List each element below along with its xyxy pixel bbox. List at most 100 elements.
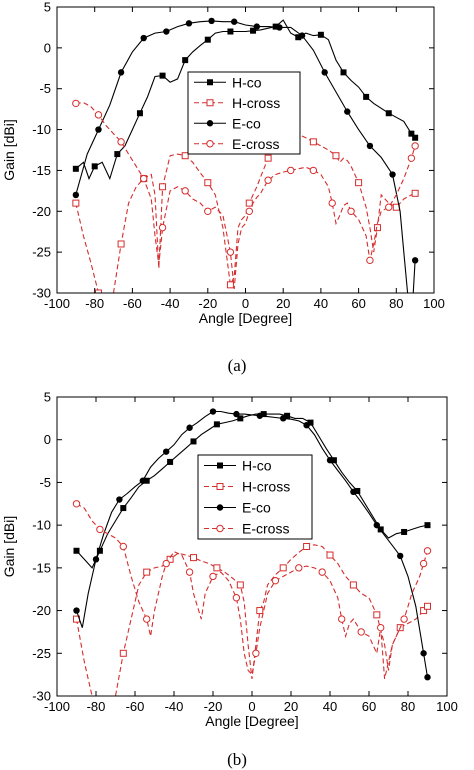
data-point bbox=[159, 183, 167, 191]
legend-marker bbox=[216, 483, 224, 490]
chart-panel-b: -100 -80 -60 -40 -20 0 20 40 60 80 100 5 0 -5 -10 -15 -2… bbox=[0, 384, 474, 770]
data-point bbox=[366, 142, 374, 150]
data-point bbox=[208, 17, 215, 25]
data-point bbox=[350, 488, 357, 496]
data-point bbox=[139, 477, 146, 484]
data-point bbox=[411, 257, 419, 264]
legend-label: E-cross bbox=[242, 521, 289, 537]
x-tick-label: 20 bbox=[276, 296, 290, 311]
data-point bbox=[119, 542, 128, 551]
data-point bbox=[72, 99, 80, 108]
legend-item-e-cross: E-cross bbox=[204, 521, 289, 537]
data-point bbox=[411, 189, 419, 197]
y-tick-label: 0 bbox=[44, 40, 51, 55]
x-tick-label: 60 bbox=[362, 699, 376, 714]
y-tick-label: -30 bbox=[32, 689, 51, 704]
data-point bbox=[309, 138, 317, 146]
data-point bbox=[181, 187, 189, 195]
data-point bbox=[401, 528, 408, 535]
legend-label: H-cross bbox=[232, 95, 280, 111]
data-point bbox=[117, 240, 125, 248]
data-point bbox=[330, 457, 337, 464]
series-line-e-co bbox=[75, 410, 429, 678]
y-tick-label: -5 bbox=[39, 81, 51, 96]
data-point bbox=[276, 24, 283, 31]
y-tick-label: -20 bbox=[32, 204, 51, 219]
data-point bbox=[424, 674, 431, 681]
plot-frame bbox=[56, 396, 448, 697]
y-tick-label: -15 bbox=[32, 163, 51, 178]
data-point bbox=[140, 174, 148, 183]
y-tick-label: 5 bbox=[44, 0, 51, 15]
data-point bbox=[209, 408, 217, 415]
x-axis-label: Angle [Degree] bbox=[205, 713, 298, 729]
data-point bbox=[321, 69, 328, 76]
data-point bbox=[117, 69, 125, 76]
x-tick-label: 100 bbox=[423, 296, 445, 311]
legend: H-co H-cross E-co E-cross bbox=[187, 71, 301, 155]
data-point bbox=[424, 522, 431, 529]
data-point bbox=[408, 322, 414, 328]
data-point bbox=[227, 28, 234, 35]
data-point bbox=[400, 615, 408, 623]
series-e-cross bbox=[72, 500, 432, 680]
data-point bbox=[284, 412, 291, 419]
data-point bbox=[354, 487, 361, 494]
data-point bbox=[373, 224, 381, 232]
data-point bbox=[252, 649, 260, 657]
legend-item-e-co: E-co bbox=[204, 500, 271, 516]
legend-label: H-co bbox=[232, 74, 262, 90]
data-point bbox=[237, 415, 244, 422]
data-point bbox=[182, 57, 189, 64]
x-tick-label: -20 bbox=[204, 699, 223, 714]
data-point bbox=[264, 176, 272, 184]
series-e-co bbox=[72, 17, 419, 328]
data-point bbox=[91, 163, 98, 170]
data-point bbox=[119, 649, 127, 657]
chart-a: -100 -80 -60 -40 -20 0 20 40 60 80 100 5 0 -5 -10 -15 -2… bbox=[1, 0, 445, 328]
data-point bbox=[120, 505, 127, 512]
data-point bbox=[287, 166, 295, 175]
data-point bbox=[236, 581, 244, 589]
y-axis-label: Gain [dBi] bbox=[1, 119, 17, 180]
data-point bbox=[162, 559, 170, 568]
legend-marker bbox=[216, 524, 224, 533]
data-point bbox=[245, 207, 253, 215]
x-tick-label: 40 bbox=[314, 296, 328, 311]
series-h-cross bbox=[73, 543, 431, 696]
data-point bbox=[96, 525, 104, 534]
x-tick-label: 80 bbox=[401, 699, 415, 714]
data-point bbox=[226, 248, 235, 256]
data-point bbox=[303, 543, 311, 550]
data-point bbox=[190, 554, 197, 562]
data-point bbox=[280, 415, 287, 422]
y-axis-label: Gain [dBi] bbox=[1, 516, 17, 577]
series-e-co bbox=[73, 408, 431, 681]
y-tick-label: -25 bbox=[32, 646, 51, 661]
data-point bbox=[250, 27, 257, 34]
data-point bbox=[411, 142, 419, 150]
data-point bbox=[245, 199, 253, 207]
data-point bbox=[230, 18, 238, 25]
data-point bbox=[326, 551, 334, 559]
data-point bbox=[226, 281, 234, 289]
x-tick-label: -80 bbox=[85, 296, 104, 311]
data-point bbox=[385, 110, 392, 117]
y-tick-label: 5 bbox=[44, 390, 51, 405]
data-point bbox=[213, 564, 221, 572]
data-point bbox=[309, 166, 318, 175]
data-point bbox=[73, 547, 80, 554]
data-point bbox=[185, 20, 193, 27]
data-point bbox=[186, 424, 193, 431]
data-point bbox=[185, 568, 194, 576]
y-tick-label: -5 bbox=[39, 475, 51, 490]
legend-marker bbox=[206, 99, 214, 107]
data-point bbox=[347, 207, 355, 215]
x-axis-label: Angle [Degree] bbox=[199, 310, 292, 326]
data-point bbox=[338, 615, 346, 623]
data-point bbox=[424, 602, 431, 610]
data-point bbox=[94, 289, 102, 293]
x-tick-label: 60 bbox=[351, 296, 365, 311]
y-tick-label: -20 bbox=[32, 603, 51, 618]
data-point bbox=[423, 547, 432, 555]
